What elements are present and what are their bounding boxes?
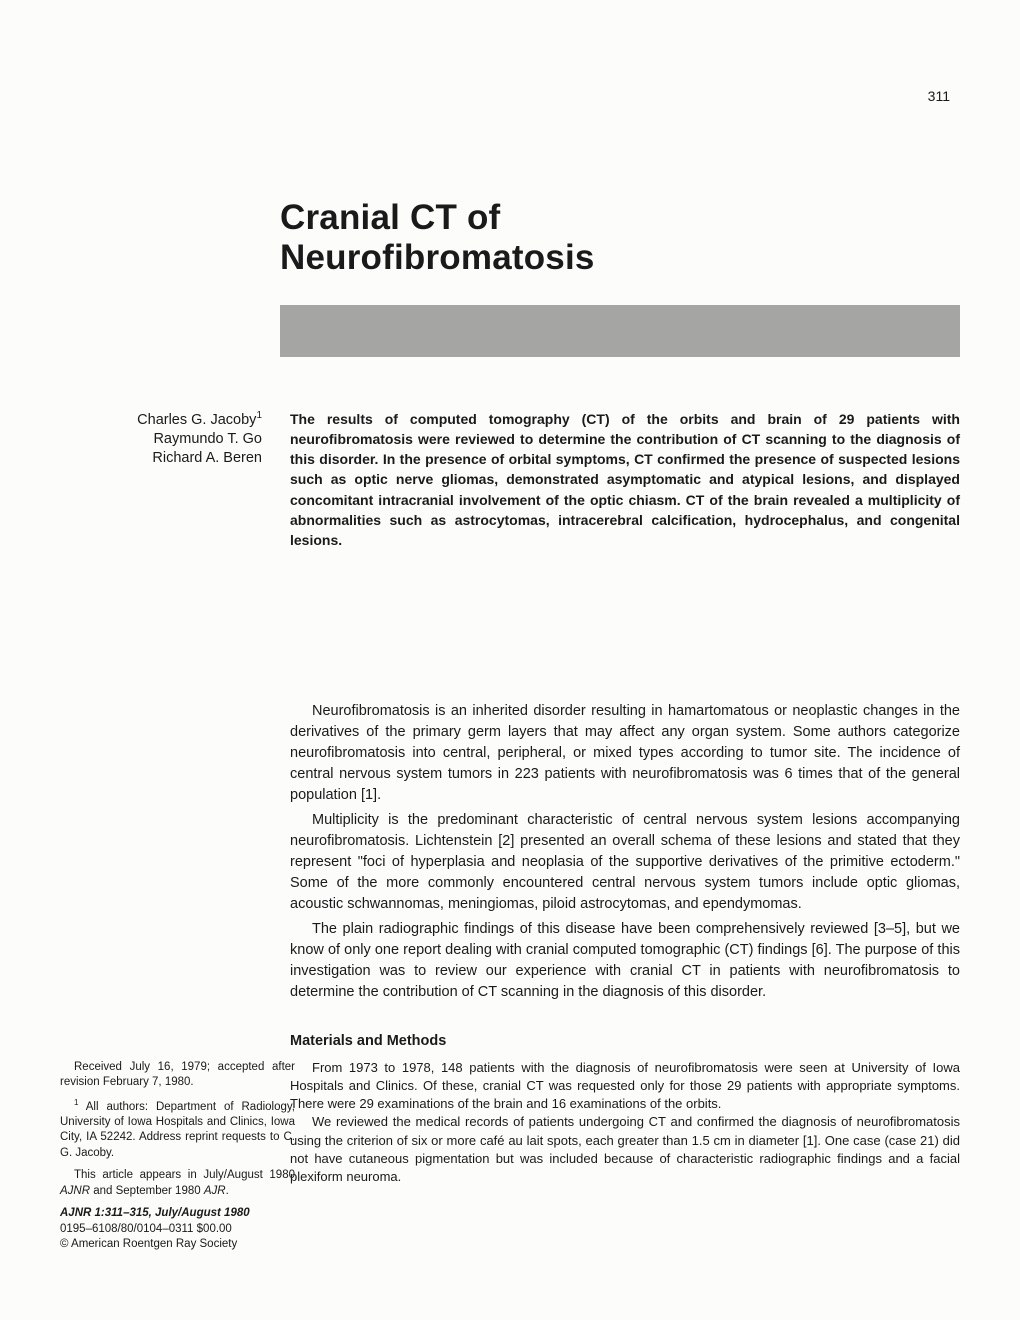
- affiliation-text: All authors: Department of Radiology, Un…: [60, 1100, 295, 1159]
- page-number: 311: [928, 88, 950, 104]
- author-1: Charles G. Jacoby1: [60, 409, 262, 430]
- appears-end: .: [226, 1185, 229, 1197]
- footer-appears: This article appears in July/August 1980…: [60, 1168, 295, 1199]
- appears-journal-1: AJNR: [60, 1185, 90, 1197]
- footer-received: Received July 16, 1979; accepted after r…: [60, 1060, 295, 1091]
- appears-journal-2: AJR: [204, 1185, 226, 1197]
- authors-list: Charles G. Jacoby1 Raymundo T. Go Richar…: [60, 409, 262, 551]
- author-1-name: Charles G. Jacoby: [137, 411, 256, 427]
- title-divider-bar: [280, 305, 960, 357]
- footer-citation-block: AJNR 1:311–315, July/August 1980 0195–61…: [60, 1206, 295, 1253]
- appears-mid: and September 1980: [90, 1185, 204, 1197]
- materials-paragraph-2: We reviewed the medical records of patie…: [290, 1113, 960, 1186]
- title-line-1: Cranial CT of: [280, 198, 960, 238]
- title-line-2: Neurofibromatosis: [280, 238, 960, 278]
- intro-paragraph-2: Multiplicity is the predominant characte…: [290, 810, 960, 915]
- abstract-text: The results of computed tomography (CT) …: [290, 409, 960, 551]
- author-3: Richard A. Beren: [60, 449, 262, 469]
- author-1-sup: 1: [256, 410, 262, 421]
- materials-heading: Materials and Methods: [290, 1033, 960, 1049]
- left-footer: Received July 16, 1979; accepted after r…: [60, 1060, 295, 1261]
- header-row: Charles G. Jacoby1 Raymundo T. Go Richar…: [60, 409, 960, 551]
- main-content: Neurofibromatosis is an inherited disord…: [290, 701, 960, 1187]
- intro-paragraph-1: Neurofibromatosis is an inherited disord…: [290, 701, 960, 806]
- title-block: Cranial CT of Neurofibromatosis: [280, 198, 960, 357]
- intro-paragraph-3: The plain radiographic findings of this …: [290, 919, 960, 1003]
- footer-issn: 0195–6108/80/0104–0311 $00.00: [60, 1223, 232, 1235]
- footer-affiliation: 1 All authors: Department of Radiology, …: [60, 1098, 295, 1162]
- author-2: Raymundo T. Go: [60, 430, 262, 450]
- appears-pre: This article appears in July/August 1980: [74, 1169, 295, 1181]
- footer-citation: AJNR 1:311–315, July/August 1980: [60, 1207, 250, 1219]
- footer-copyright: © American Roentgen Ray Society: [60, 1238, 237, 1250]
- materials-paragraph-1: From 1973 to 1978, 148 patients with the…: [290, 1059, 960, 1114]
